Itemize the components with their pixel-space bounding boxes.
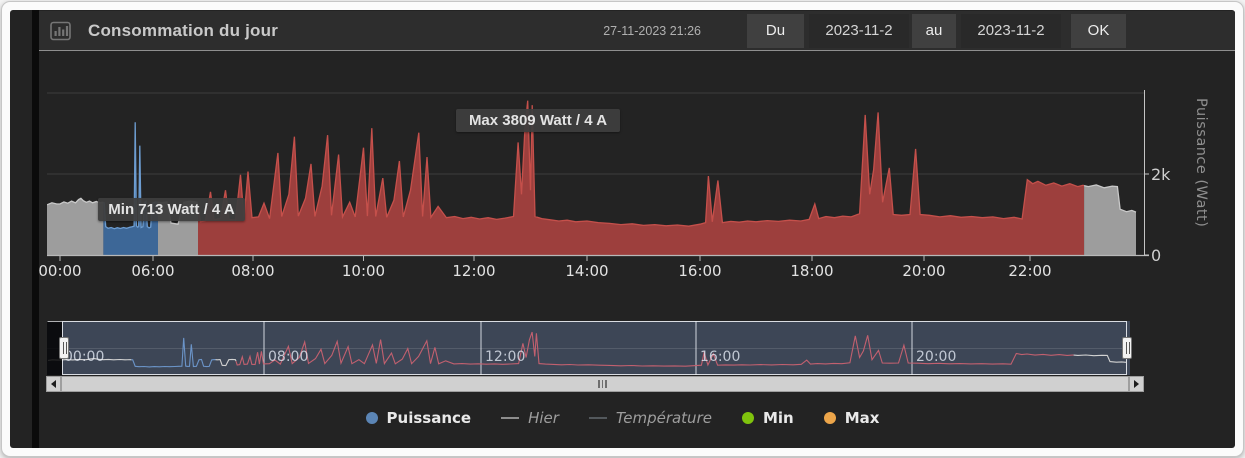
x-tick-label: 22:00: [1008, 262, 1052, 280]
navigator-left-handle[interactable]: [59, 337, 69, 359]
x-tick-label: 12:00: [452, 262, 496, 280]
widget-stage: Consommation du jour 27-11-2023 21:26 Du…: [10, 10, 1235, 448]
navigator-time-label: 12:00: [485, 349, 526, 365]
x-tick-label: 18:00: [790, 262, 834, 280]
scrollbar-left-arrow[interactable]: [46, 376, 61, 392]
x-tick-label: 10:00: [341, 262, 386, 280]
x-tick-label: 16:00: [678, 262, 722, 280]
navigator-time-label: 00:00: [64, 349, 105, 365]
widget-title: Consommation du jour: [88, 20, 279, 40]
left-accent-bar: [32, 10, 39, 448]
scrollbar-grip[interactable]: [598, 380, 607, 388]
x-tick-label: 14:00: [565, 262, 609, 280]
legend-label: Min: [762, 409, 794, 427]
legend-label: Température: [615, 409, 712, 427]
min-tooltip: Min 713 Watt / 4 A: [98, 198, 245, 221]
legend-dot-icon: [741, 412, 754, 424]
legend-dot-icon: [365, 412, 378, 424]
bar-chart-icon: [50, 21, 72, 41]
main-chart-canvas[interactable]: [47, 87, 1150, 263]
last-update-timestamp: 27-11-2023 21:26: [603, 23, 701, 38]
y-tick-label: 2k: [1151, 165, 1171, 184]
legend-item-min[interactable]: Min: [741, 409, 794, 427]
scrollbar-track[interactable]: [61, 376, 1129, 392]
legend-item-temperature[interactable]: Température: [588, 409, 712, 427]
legend-label: Max: [844, 409, 880, 427]
y-axis-title: Puissance (Watt): [1193, 98, 1209, 228]
date-to-label: au: [912, 13, 956, 48]
widget-header: Consommation du jour 27-11-2023 21:26 Du…: [39, 11, 1235, 51]
legend: Puissance Hier Température Min Max: [10, 409, 1235, 427]
left-arrow-icon: [51, 380, 56, 388]
legend-label: Hier: [528, 409, 559, 427]
navigator-canvas[interactable]: [47, 321, 1130, 375]
legend-item-hier[interactable]: Hier: [501, 409, 559, 427]
date-to-input[interactable]: [961, 13, 1061, 48]
y-tick-label: 0: [1151, 246, 1162, 265]
legend-item-max[interactable]: Max: [823, 409, 880, 427]
ok-button[interactable]: OK: [1071, 13, 1126, 48]
legend-line-icon: [501, 417, 520, 419]
x-tick-label: 06:00: [131, 262, 175, 280]
navigator-time-label: 16:00: [700, 349, 741, 365]
date-from-label: Du: [747, 13, 804, 48]
max-tooltip: Max 3809 Watt / 4 A: [456, 109, 620, 132]
right-arrow-icon: [1134, 380, 1139, 388]
x-tick-label: 00:00: [38, 262, 82, 280]
x-tick-label: 20:00: [902, 262, 946, 280]
x-tick-label: 08:00: [231, 262, 275, 280]
date-from-input[interactable]: [809, 13, 909, 48]
legend-dot-icon: [823, 412, 836, 424]
navigator-time-label: 08:00: [268, 349, 309, 365]
scrollbar-right-arrow[interactable]: [1129, 376, 1144, 392]
legend-label: Puissance: [386, 409, 472, 427]
navigator-right-handle[interactable]: [1122, 337, 1132, 359]
legend-item-puissance[interactable]: Puissance: [365, 409, 472, 427]
legend-line-icon: [588, 417, 607, 419]
navigator-time-label: 20:00: [916, 349, 957, 365]
